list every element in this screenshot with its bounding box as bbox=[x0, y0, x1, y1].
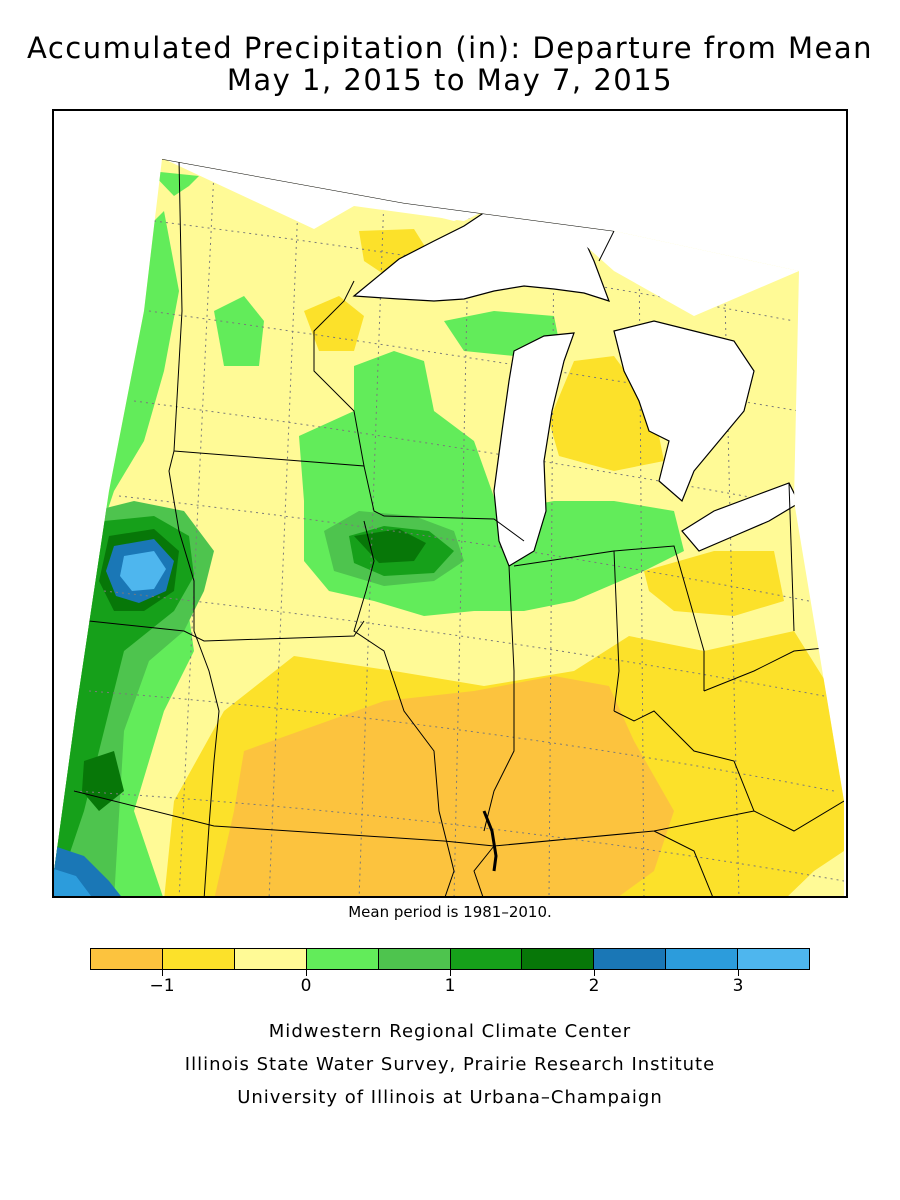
legend-tick-label: 1 bbox=[444, 976, 456, 996]
zone-wet-north-central bbox=[214, 296, 264, 366]
legend-tick-label: −1 bbox=[149, 976, 175, 996]
legend-swatch bbox=[522, 949, 595, 969]
lake-michigan bbox=[493, 332, 575, 567]
legend-swatch bbox=[162, 949, 235, 969]
legend-swatch bbox=[91, 949, 163, 969]
legend-swatch bbox=[234, 949, 307, 969]
mean-period-note: Mean period is 1981–2010. bbox=[348, 903, 552, 921]
legend-swatch bbox=[378, 949, 451, 969]
legend-tick-label: 0 bbox=[300, 976, 312, 996]
legend-tick-mark bbox=[306, 970, 307, 976]
credit-line-1: Midwestern Regional Climate Center bbox=[268, 1021, 632, 1042]
lake-huron bbox=[613, 320, 755, 503]
zone-very-wet-inner bbox=[120, 551, 166, 591]
legend-tick-mark bbox=[738, 970, 739, 976]
zone-slightly-dry-michigan bbox=[549, 356, 664, 471]
color-legend bbox=[90, 948, 810, 970]
legend-tick-mark bbox=[594, 970, 595, 976]
precipitation-departure-map bbox=[52, 109, 848, 898]
legend-tick-label: 2 bbox=[588, 976, 600, 996]
state-boundaries bbox=[73, 159, 844, 896]
zone-very-wet-sw-inner bbox=[54, 869, 94, 896]
legend-tick-mark bbox=[162, 970, 163, 976]
zone-dry bbox=[214, 676, 674, 896]
kentucky-lake bbox=[482, 810, 498, 872]
zone-slightly-dry-north bbox=[304, 296, 364, 351]
legend-swatch bbox=[666, 949, 739, 969]
legend-tick-label: 3 bbox=[732, 976, 744, 996]
credit-line-3: University of Illinois at Urbana–Champai… bbox=[237, 1087, 663, 1108]
legend-swatch bbox=[594, 949, 667, 969]
legend-swatch bbox=[738, 949, 810, 969]
legend-swatch bbox=[450, 949, 523, 969]
legend-tick-mark bbox=[450, 970, 451, 976]
credit-line-2: Illinois State Water Survey, Prairie Res… bbox=[184, 1054, 716, 1075]
map-canvas bbox=[54, 111, 846, 896]
map-title: Accumulated Precipitation (in): Departur… bbox=[26, 31, 874, 65]
map-date-range: May 1, 2015 to May 7, 2015 bbox=[226, 63, 674, 97]
zone-wet-north-west bbox=[150, 171, 199, 196]
legend-swatch bbox=[306, 949, 379, 969]
